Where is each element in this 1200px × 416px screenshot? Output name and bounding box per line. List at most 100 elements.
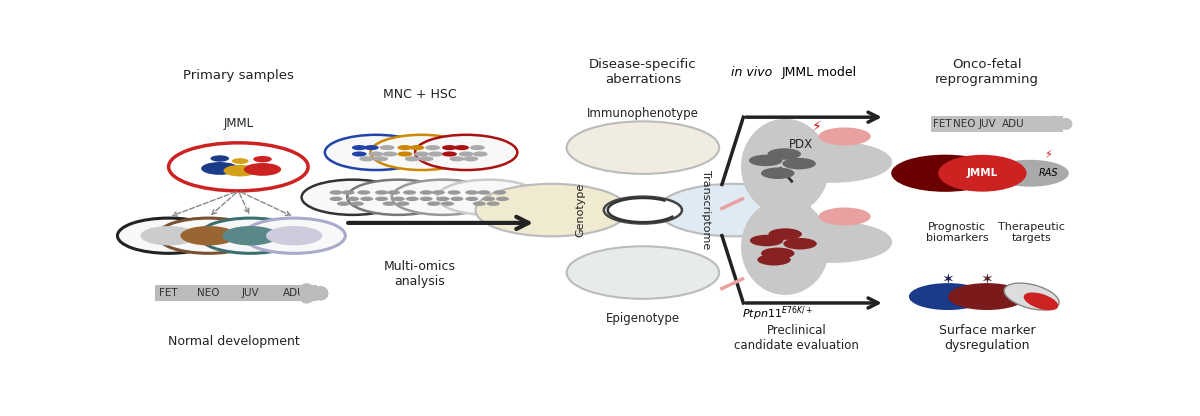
Text: FET: FET xyxy=(934,119,952,129)
Circle shape xyxy=(458,151,474,156)
Text: Onco-fetal
reprogramming: Onco-fetal reprogramming xyxy=(935,58,1039,87)
Circle shape xyxy=(432,190,445,195)
Circle shape xyxy=(342,190,355,195)
Circle shape xyxy=(437,197,450,201)
Circle shape xyxy=(199,218,301,253)
Text: ⚡: ⚡ xyxy=(1044,151,1052,161)
Circle shape xyxy=(757,254,791,265)
Circle shape xyxy=(404,156,420,161)
Circle shape xyxy=(420,190,433,195)
Circle shape xyxy=(350,201,364,206)
Circle shape xyxy=(991,160,1069,187)
Circle shape xyxy=(466,190,479,195)
Circle shape xyxy=(364,145,379,150)
Text: ⚡: ⚡ xyxy=(812,120,822,134)
Circle shape xyxy=(180,226,236,245)
Circle shape xyxy=(454,145,469,150)
Text: Surface marker
dysregulation: Surface marker dysregulation xyxy=(938,324,1036,352)
Circle shape xyxy=(487,201,499,206)
Circle shape xyxy=(202,162,239,175)
Circle shape xyxy=(253,156,272,162)
Circle shape xyxy=(266,226,323,245)
FancyBboxPatch shape xyxy=(931,116,1063,131)
Circle shape xyxy=(482,197,496,201)
Circle shape xyxy=(244,163,281,176)
Text: Prognostic
biomarkers: Prognostic biomarkers xyxy=(926,222,989,243)
Circle shape xyxy=(415,135,517,170)
Text: MNC + HSC: MNC + HSC xyxy=(383,88,456,101)
Circle shape xyxy=(396,201,409,206)
Circle shape xyxy=(140,226,197,245)
Text: RAS: RAS xyxy=(1039,168,1058,178)
Circle shape xyxy=(466,197,479,201)
Circle shape xyxy=(383,201,396,206)
Circle shape xyxy=(337,201,350,206)
Circle shape xyxy=(908,283,986,310)
Circle shape xyxy=(376,197,388,201)
Text: ADU: ADU xyxy=(283,288,306,298)
Circle shape xyxy=(768,148,802,160)
Circle shape xyxy=(419,156,433,161)
Circle shape xyxy=(772,221,892,263)
Text: FET: FET xyxy=(160,288,178,298)
Circle shape xyxy=(330,190,342,195)
Circle shape xyxy=(409,145,425,150)
Circle shape xyxy=(470,145,485,150)
Circle shape xyxy=(566,246,719,299)
Circle shape xyxy=(768,228,802,240)
Circle shape xyxy=(376,190,388,195)
Text: JMML model: JMML model xyxy=(782,66,857,79)
Circle shape xyxy=(118,218,220,253)
Text: Disease-specific
aberrations: Disease-specific aberrations xyxy=(589,58,697,87)
Circle shape xyxy=(658,184,810,236)
Circle shape xyxy=(352,151,367,156)
Circle shape xyxy=(330,197,342,201)
Circle shape xyxy=(782,158,816,169)
Circle shape xyxy=(368,151,384,156)
Circle shape xyxy=(347,180,450,215)
Circle shape xyxy=(496,197,509,201)
Circle shape xyxy=(761,168,794,179)
Circle shape xyxy=(371,135,473,170)
Circle shape xyxy=(473,151,487,156)
Text: ADU: ADU xyxy=(1002,119,1025,129)
Circle shape xyxy=(772,141,892,183)
Circle shape xyxy=(475,184,628,236)
Text: JUV: JUV xyxy=(978,119,996,129)
Circle shape xyxy=(232,158,248,164)
Circle shape xyxy=(301,180,404,215)
Text: JMML: JMML xyxy=(967,168,998,178)
Circle shape xyxy=(359,156,374,161)
Text: Epigenotype: Epigenotype xyxy=(606,312,680,325)
FancyBboxPatch shape xyxy=(155,285,317,301)
Text: Preclinical
candidate evaluation: Preclinical candidate evaluation xyxy=(734,324,859,352)
Circle shape xyxy=(223,165,257,176)
Circle shape xyxy=(403,190,416,195)
Text: Primary samples: Primary samples xyxy=(182,69,294,82)
Text: Therapeutic
targets: Therapeutic targets xyxy=(998,222,1066,243)
Text: $Ptpn11^{E76K/+}$: $Ptpn11^{E76K/+}$ xyxy=(742,305,814,324)
Circle shape xyxy=(425,145,440,150)
Circle shape xyxy=(427,201,440,206)
Ellipse shape xyxy=(742,199,829,295)
Circle shape xyxy=(383,151,397,156)
Circle shape xyxy=(442,145,457,150)
Text: NEO: NEO xyxy=(197,288,220,298)
Text: JUV: JUV xyxy=(241,288,259,298)
Circle shape xyxy=(478,190,491,195)
Ellipse shape xyxy=(938,155,1026,192)
Circle shape xyxy=(222,226,278,245)
Circle shape xyxy=(948,283,1026,310)
Text: Transcriptome: Transcriptome xyxy=(701,171,712,250)
Circle shape xyxy=(210,155,229,162)
Circle shape xyxy=(242,218,346,253)
Circle shape xyxy=(437,180,540,215)
Circle shape xyxy=(325,135,427,170)
Circle shape xyxy=(463,156,479,161)
Text: PDX: PDX xyxy=(788,138,814,151)
Circle shape xyxy=(168,143,308,191)
Text: JMML: JMML xyxy=(223,117,253,130)
Circle shape xyxy=(442,151,457,156)
Ellipse shape xyxy=(1004,283,1060,310)
Circle shape xyxy=(397,151,413,156)
